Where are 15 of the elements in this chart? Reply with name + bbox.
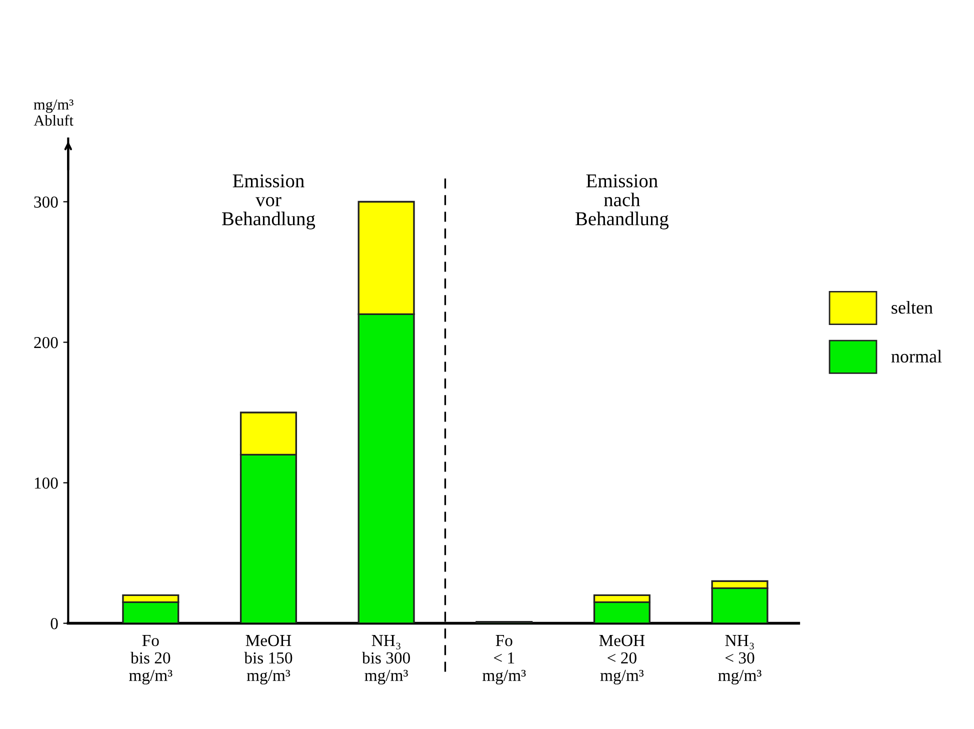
x-tick-label: NH₃ < 30 mg/m³ bbox=[718, 635, 762, 684]
x-tick-label: MeOH bis 150 mg/m³ bbox=[244, 634, 292, 684]
x-tick-label: Fo < 1 mg/m³ bbox=[482, 635, 526, 684]
y-tick-label: 200 bbox=[34, 336, 58, 348]
x-tick-label: MeOH < 20 mg/m³ bbox=[599, 634, 645, 684]
y-tick-label: 0 bbox=[50, 618, 58, 630]
y-tick-label: 100 bbox=[34, 477, 58, 489]
annotation: Emission nach Behandlung bbox=[576, 174, 669, 230]
x-tick-label: NH₃ bis 300 mg/m³ bbox=[362, 635, 410, 684]
y-axis-title: mg/m³ Abluft bbox=[34, 99, 74, 126]
y-tick-label: 300 bbox=[34, 196, 58, 208]
x-tick-label: Fo bis 20 mg/m³ bbox=[129, 635, 172, 684]
legend-label: selten bbox=[892, 301, 933, 314]
annotation: Emission vor Behandlung bbox=[222, 174, 316, 230]
legend-label: normal bbox=[891, 350, 942, 363]
